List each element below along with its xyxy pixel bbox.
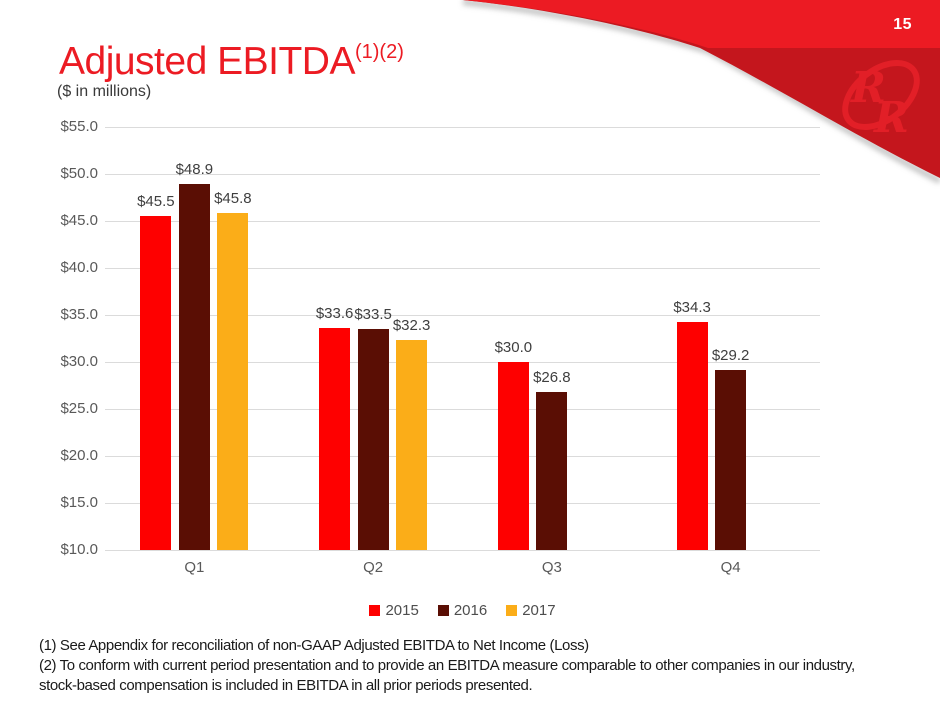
legend-label-2016: 2016	[453, 602, 488, 619]
ebitda-bar-chart: $10.0 $15.0 $20.0 $25.0 $30.0 $35.0 $40.0 $45.0…	[60, 118, 820, 576]
value-label-Q1-2016: $48.9	[175, 161, 214, 179]
value-label-Q2-2015: $33.6	[315, 305, 354, 323]
value-label-Q2-2016: $33.5	[354, 306, 392, 324]
value-label-Q2-2017: $32.3	[392, 317, 431, 335]
y-axis-tick-label: $55.0	[60, 118, 98, 135]
value-label-Q4-2015: $34.3	[673, 298, 711, 316]
page-number: 15	[893, 16, 912, 33]
value-label-Q1-2015: $45.5	[137, 193, 175, 211]
slide-title: Adjusted EBITDA(1)(2)	[59, 40, 404, 84]
value-label-Q3-2015: $30.0	[494, 339, 533, 356]
y-axis-tick-label: $15.0	[60, 494, 98, 511]
y-axis-tick-label: $10.0	[60, 541, 98, 558]
value-label-Q4-2016: $29.2	[711, 346, 750, 364]
gridline-35	[105, 315, 820, 316]
legend-swatch-2015	[369, 605, 381, 616]
x-axis-category-label: Q2	[363, 559, 384, 576]
gridline-40	[105, 268, 820, 269]
x-axis-category-label: Q4	[720, 559, 741, 576]
footnote-2-continued: stock-based compensation is included in …	[39, 677, 533, 694]
bar-Q3-2015	[497, 362, 529, 550]
bar-Q2-2015	[319, 328, 351, 550]
slide-subtitle: ($ in millions)	[57, 83, 152, 100]
footnote-1: (1) See Appendix for reconciliation of n…	[39, 637, 589, 654]
chart-legend: 2015 2016 2017	[105, 602, 820, 619]
x-axis-category-label: Q1	[184, 559, 205, 576]
gridline-30	[105, 362, 820, 363]
slide-title-text: Adjusted EBITDA	[59, 40, 355, 83]
gridline-45	[105, 221, 820, 222]
bar-Q1-2016	[178, 184, 210, 550]
value-label-Q3-2016: $26.8	[533, 369, 571, 387]
legend-item-2015: 2015	[369, 602, 419, 619]
legend-item-2017: 2017	[506, 602, 556, 619]
footnote-2: (2) To conform with current period prese…	[39, 657, 855, 674]
bar-Q4-2016	[715, 369, 747, 550]
bar-Q1-2015	[140, 216, 172, 550]
slide-title-footnote-refs: (1)(2)	[354, 41, 404, 63]
y-axis-tick-label: $45.0	[60, 212, 98, 229]
y-axis-tick-label: $25.0	[60, 400, 98, 417]
gridline-20	[105, 456, 820, 457]
gridline-25	[105, 409, 820, 410]
legend-item-2016: 2016	[437, 602, 488, 619]
bar-Q4-2015	[676, 321, 708, 550]
gridline-15	[105, 503, 820, 504]
legend-swatch-2016	[437, 605, 449, 616]
legend-swatch-2017	[506, 605, 518, 616]
legend-label-2015: 2015	[385, 602, 419, 619]
gridline-50	[105, 174, 820, 175]
bar-Q3-2016	[536, 392, 568, 550]
value-label-Q1-2017: $45.8	[214, 190, 252, 208]
bar-Q2-2016	[357, 329, 389, 550]
y-axis-tick-label: $35.0	[60, 306, 98, 323]
bar-Q2-2017	[396, 340, 428, 550]
gridline-10	[105, 550, 820, 551]
footnotes: (1) See Appendix for reconciliation of n…	[39, 636, 855, 696]
y-axis-tick-label: $40.0	[60, 259, 98, 276]
y-axis-tick-label: $50.0	[60, 165, 98, 182]
x-axis-category-label: Q3	[541, 559, 562, 576]
legend-label-2017: 2017	[522, 602, 556, 619]
y-axis-tick-label: $20.0	[60, 447, 98, 464]
y-axis-tick-label: $30.0	[60, 353, 98, 370]
gridline-55	[105, 127, 820, 128]
bar-Q1-2017	[217, 213, 249, 550]
